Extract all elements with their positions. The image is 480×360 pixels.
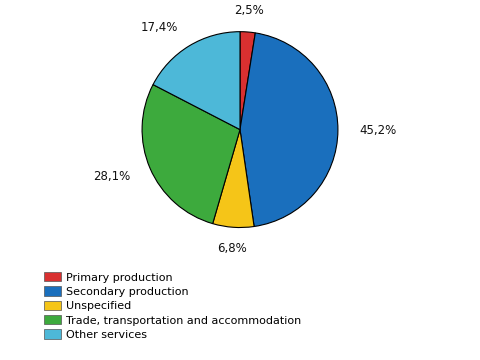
Text: 2,5%: 2,5%: [235, 4, 264, 17]
Text: 6,8%: 6,8%: [217, 242, 247, 255]
Wedge shape: [240, 32, 255, 130]
Text: 17,4%: 17,4%: [141, 21, 178, 34]
Wedge shape: [240, 33, 338, 226]
Text: 28,1%: 28,1%: [93, 170, 130, 183]
Wedge shape: [153, 32, 240, 130]
Wedge shape: [142, 85, 240, 224]
Text: 45,2%: 45,2%: [360, 124, 396, 137]
Wedge shape: [213, 130, 254, 228]
Legend: Primary production, Secondary production, Unspecified, Trade, transportation and: Primary production, Secondary production…: [44, 272, 301, 340]
